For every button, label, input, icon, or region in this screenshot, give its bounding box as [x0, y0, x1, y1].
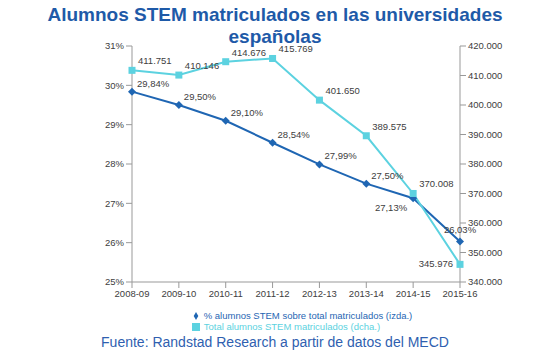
svg-text:27%: 27%: [105, 198, 125, 209]
svg-text:389.575: 389.575: [372, 121, 406, 132]
svg-text:370.008: 370.008: [419, 178, 453, 189]
svg-text:420.000: 420.000: [468, 40, 502, 51]
svg-text:415.769: 415.769: [279, 43, 313, 54]
svg-text:414.676: 414.676: [232, 47, 266, 58]
svg-text:29%: 29%: [105, 119, 125, 130]
svg-text:2012-13: 2012-13: [302, 288, 337, 299]
svg-text:29,84%: 29,84%: [137, 78, 170, 89]
svg-text:27,50%: 27,50%: [371, 170, 404, 181]
svg-text:29,50%: 29,50%: [184, 91, 217, 102]
svg-text:26,03%: 26,03%: [444, 224, 477, 235]
svg-text:2010-11: 2010-11: [209, 288, 243, 299]
svg-text:2014-15: 2014-15: [396, 288, 431, 299]
svg-text:410.000: 410.000: [468, 70, 502, 81]
svg-text:2013-14: 2013-14: [349, 288, 384, 299]
svg-text:390.000: 390.000: [468, 129, 502, 140]
svg-text:29,10%: 29,10%: [231, 107, 264, 118]
svg-text:410.146: 410.146: [185, 60, 219, 71]
svg-text:340.000: 340.000: [468, 276, 502, 287]
svg-text:27,13%: 27,13%: [375, 202, 408, 213]
svg-text:30%: 30%: [105, 80, 125, 91]
svg-text:2015-16: 2015-16: [443, 288, 478, 299]
svg-text:31%: 31%: [105, 40, 125, 51]
svg-text:2008-09: 2008-09: [115, 288, 150, 299]
svg-text:411.751: 411.751: [138, 55, 172, 66]
svg-text:345.976: 345.976: [419, 258, 453, 269]
svg-text:2009-10: 2009-10: [161, 288, 196, 299]
svg-text:25%: 25%: [105, 276, 125, 287]
svg-text:350.000: 350.000: [468, 247, 502, 258]
svg-text:400.000: 400.000: [468, 99, 502, 110]
svg-text:28%: 28%: [105, 158, 125, 169]
svg-text:26%: 26%: [105, 237, 125, 248]
svg-text:380.000: 380.000: [468, 158, 502, 169]
svg-text:28,54%: 28,54%: [278, 129, 311, 140]
svg-text:370.000: 370.000: [468, 188, 502, 199]
svg-text:27,99%: 27,99%: [324, 150, 357, 161]
svg-text:2011-12: 2011-12: [255, 288, 289, 299]
svg-text:401.650: 401.650: [325, 85, 359, 96]
